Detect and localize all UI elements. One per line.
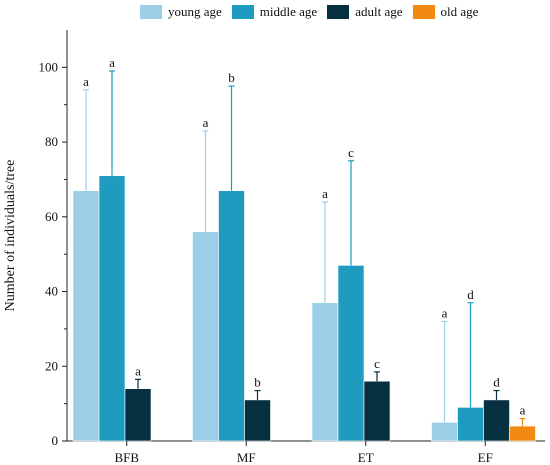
significance-label-young-age-BFB: a [83, 74, 89, 89]
legend-label-young-age: young age [168, 4, 222, 19]
y-tick-label: 80 [45, 134, 58, 149]
legend-item-adult-age: adult age [327, 4, 403, 20]
bar-middle-age-ET [337, 265, 365, 442]
significance-label-middle-age-EF: d [467, 287, 474, 302]
bar-adult-age-BFB [124, 388, 152, 442]
significance-label-old-age-EF: a [520, 403, 526, 418]
legend-swatch-young-age [140, 5, 162, 19]
x-tick-label: BFB [114, 450, 139, 465]
significance-label-young-age-ET: a [322, 186, 328, 201]
legend-item-old-age: old age [412, 4, 479, 20]
legend-swatch-middle-age [231, 5, 254, 19]
significance-label-adult-age-BFB: a [135, 363, 141, 378]
y-tick-label: 40 [45, 284, 58, 299]
significance-label-adult-age-MF: b [254, 375, 261, 390]
bar-young-age-BFB [72, 190, 100, 442]
legend-label-old-age: old age [440, 4, 479, 19]
legend-swatch-old-age [412, 5, 435, 19]
significance-label-adult-age-ET: c [374, 356, 380, 371]
y-axis-label: Number of individuals/tree [3, 160, 18, 312]
significance-label-middle-age-BFB: a [109, 55, 115, 70]
y-tick-label: 20 [45, 358, 58, 373]
bar-adult-age-EF [483, 399, 510, 442]
significance-label-young-age-MF: a [203, 115, 209, 130]
bar-old-age-EF [509, 425, 536, 442]
significance-label-middle-age-MF: b [228, 70, 235, 85]
y-tick-label: 100 [39, 59, 59, 74]
y-tick-label: 0 [52, 433, 59, 448]
x-tick-label: EF [478, 450, 493, 465]
significance-label-adult-age-EF: d [493, 375, 500, 390]
significance-label-middle-age-ET: c [348, 145, 354, 160]
legend-label-adult-age: adult age [355, 4, 403, 19]
bar-middle-age-MF [218, 190, 245, 442]
legend-label-middle-age: middle age [259, 4, 318, 19]
legend: young age middle age adult age old age [140, 4, 478, 20]
significance-label-young-age-EF: a [442, 305, 448, 320]
x-tick-label: ET [358, 450, 374, 465]
bar-adult-age-ET [363, 380, 391, 442]
x-tick-label: MF [237, 450, 256, 465]
bar-young-age-ET [311, 302, 339, 442]
legend-item-young-age: young age [140, 4, 222, 20]
y-tick-label: 60 [45, 209, 58, 224]
bar-young-age-EF [431, 422, 458, 442]
bar-adult-age-MF [244, 399, 271, 442]
bar-middle-age-EF [457, 407, 484, 442]
legend-item-middle-age: middle age [231, 4, 318, 20]
legend-swatch-adult-age [327, 5, 350, 19]
bar-young-age-MF [192, 231, 219, 442]
bar-middle-age-BFB [98, 175, 126, 442]
